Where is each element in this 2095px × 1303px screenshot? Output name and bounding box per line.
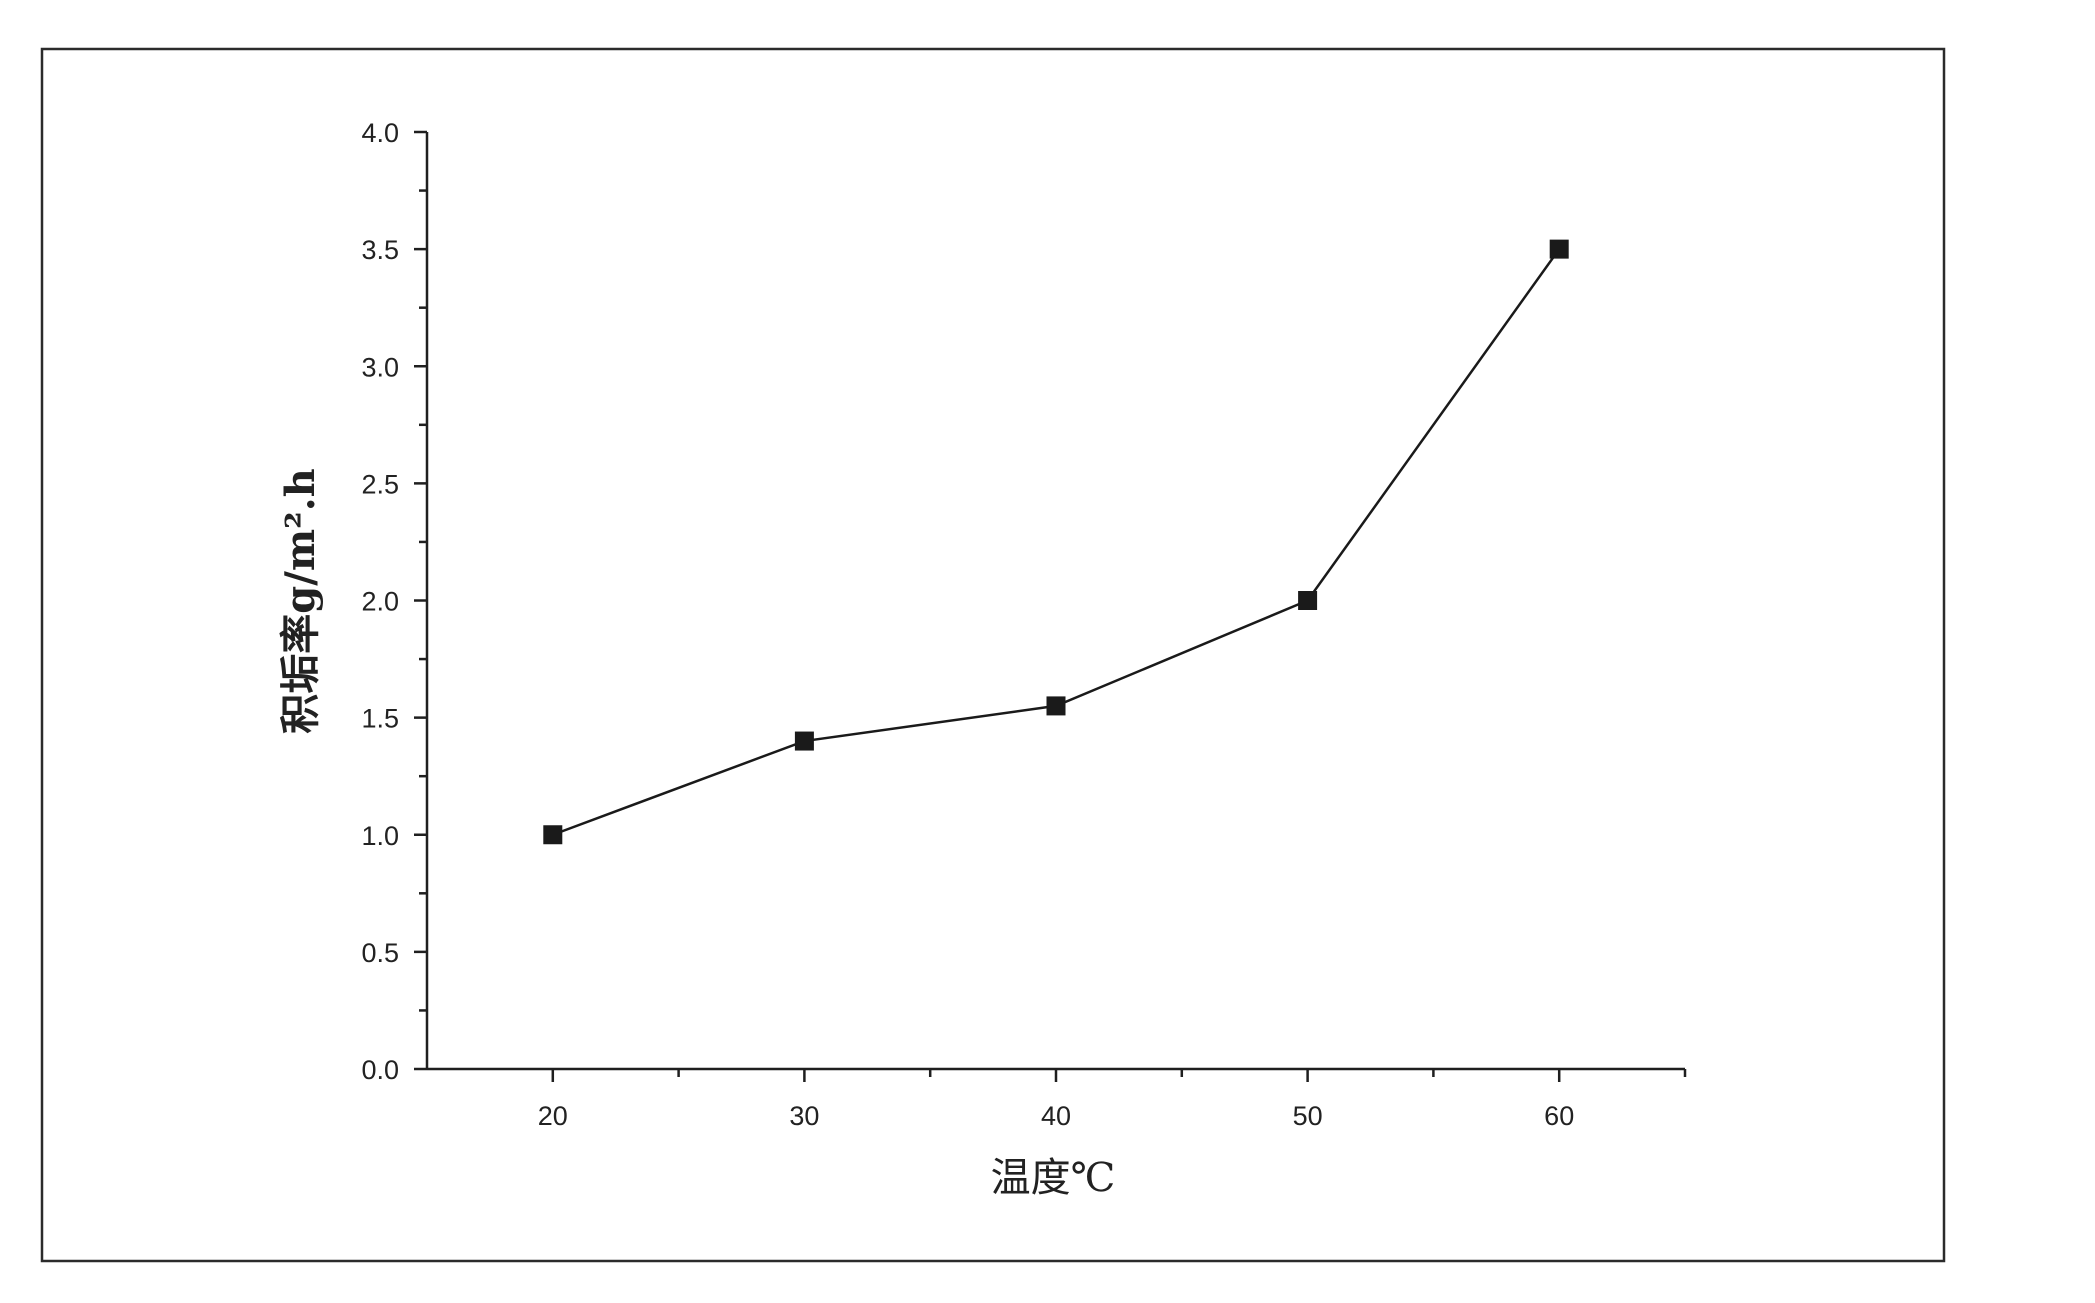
y-tick-label: 3.0 [361,352,399,382]
x-axis-title: 温度℃ [991,1155,1116,1201]
data-point-marker [1046,696,1066,716]
x-tick-label: 50 [1293,1101,1323,1131]
data-point-marker [543,825,563,845]
y-tick-label: 4.0 [361,118,399,148]
y-tick-label: 0.5 [361,938,399,968]
x-tick-label: 40 [1041,1101,1071,1131]
y-axis-title: 积垢率g/m².h [277,468,324,733]
plot-area: 20 30 40 50 60 0.0 0.5 1.0 1.5 2.0 2.5 3.0 3.5 4.0 [361,118,1687,1131]
x-tick-label: 20 [538,1101,568,1131]
y-tick-label: 2.5 [361,469,399,499]
data-point-marker [1298,591,1318,610]
y-tick-label: 0.0 [361,1055,399,1085]
data-point-marker [1549,239,1569,259]
data-point-marker [794,731,814,751]
y-tick-label: 1.0 [361,821,399,851]
y-tick-label: 2.0 [361,587,399,617]
figure-frame [40,47,1946,1263]
x-tick-label: 30 [789,1101,819,1131]
y-tick-label: 1.5 [361,704,399,734]
x-tick-label: 60 [1544,1101,1574,1131]
y-tick-label: 3.5 [361,235,399,265]
